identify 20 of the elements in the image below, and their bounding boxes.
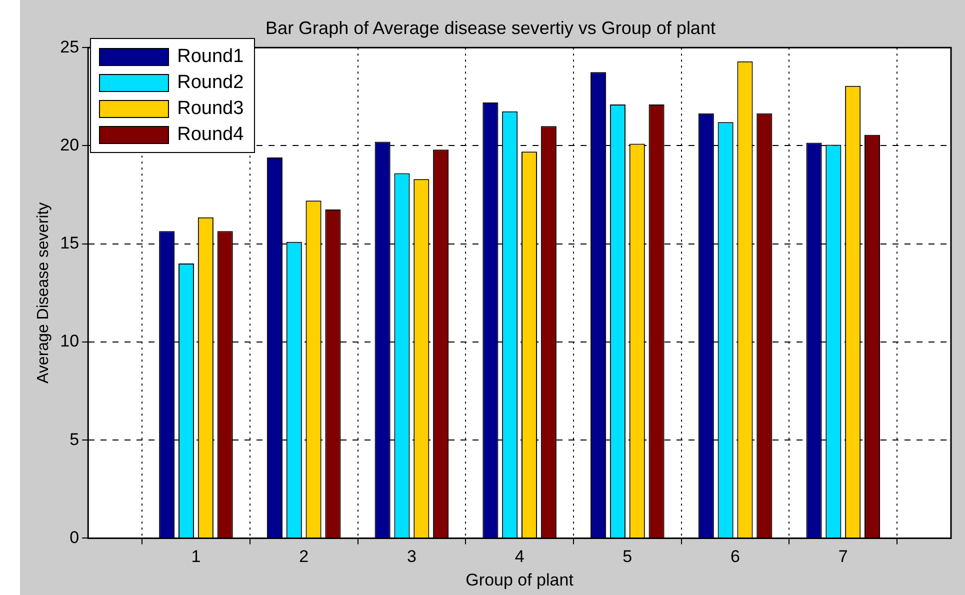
x-tick-label: 7 (838, 547, 848, 566)
y-tick-label: 15 (60, 234, 80, 253)
x-tick-label: 3 (406, 547, 416, 566)
legend-label: Round4 (177, 124, 244, 146)
y-tick-label: 20 (60, 135, 80, 154)
x-tick-label: 5 (622, 547, 632, 566)
x-tick-label: 2 (299, 547, 309, 566)
legend-label: Round3 (177, 98, 244, 120)
y-tick-label: 10 (60, 332, 80, 351)
x-tick-label: 4 (514, 547, 524, 566)
legend-label: Round1 (177, 46, 244, 68)
x-tick-label: 6 (730, 547, 740, 566)
y-axis-title: Average Disease severity (35, 202, 52, 384)
legend-label: Round2 (177, 72, 244, 94)
x-axis-title: Group of plant (466, 570, 574, 590)
y-tick-label: 5 (70, 430, 80, 449)
y-tick-label: 25 (60, 37, 80, 56)
y-tick-label: 0 (70, 528, 80, 547)
x-tick-label: 1 (191, 547, 201, 566)
chart-title: Bar Graph of Average disease severtiy vs Group of plant (266, 18, 716, 38)
